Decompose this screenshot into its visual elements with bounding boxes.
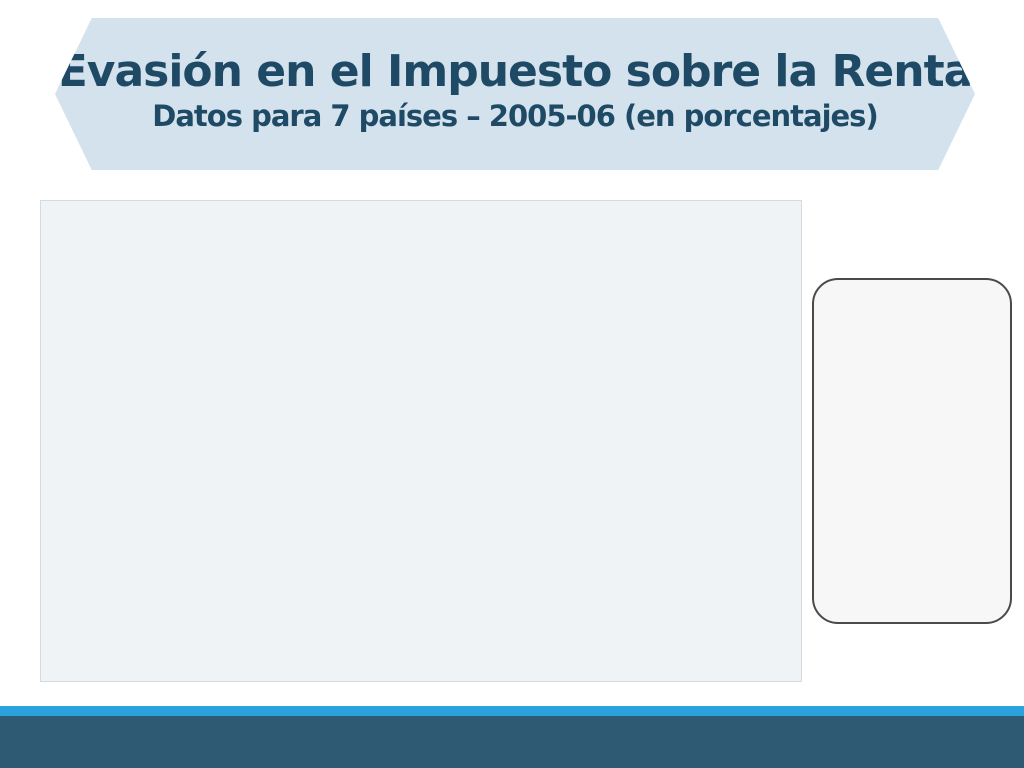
footer-bar [0, 716, 1024, 768]
footer-accent-line [0, 706, 1024, 716]
title-banner: Evasión en el Impuesto sobre la Renta Da… [55, 18, 975, 170]
slide-title: Evasión en el Impuesto sobre la Renta [57, 46, 974, 97]
callout-box [812, 278, 1012, 624]
bar-chart [40, 200, 802, 682]
slide-subtitle: Datos para 7 países – 2005-06 (en porcen… [152, 99, 878, 133]
